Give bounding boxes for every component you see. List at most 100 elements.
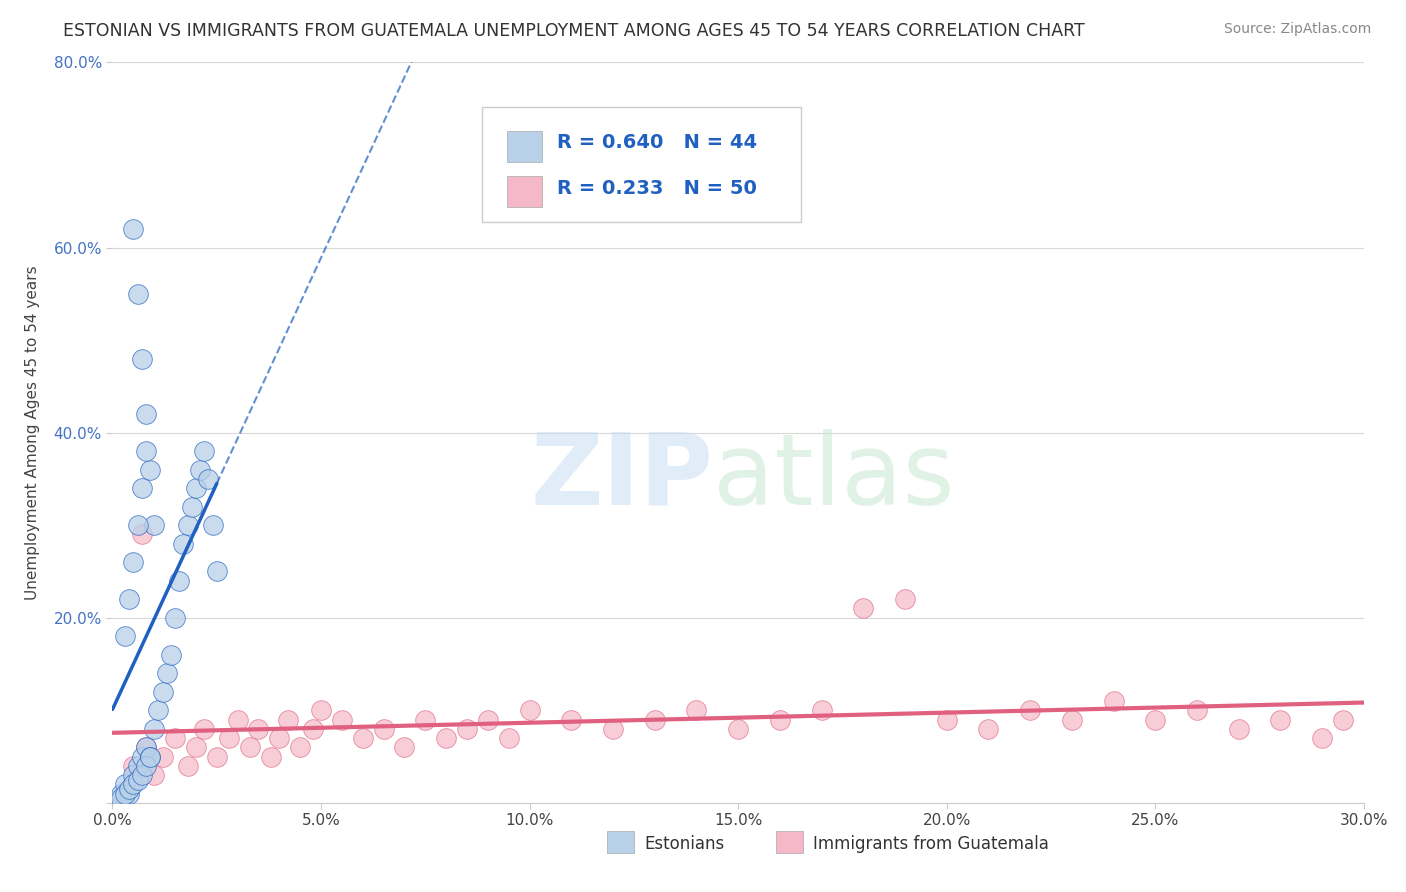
Point — [176, 518, 198, 533]
Point — [644, 713, 666, 727]
Point — [1331, 713, 1354, 727]
Bar — [607, 831, 634, 853]
Point — [167, 574, 190, 588]
Point — [172, 536, 194, 550]
Point — [1270, 713, 1292, 727]
Point — [413, 713, 436, 727]
Point — [456, 722, 478, 736]
Point — [205, 749, 228, 764]
FancyBboxPatch shape — [482, 107, 801, 221]
Point — [114, 777, 136, 791]
Point — [139, 749, 162, 764]
Text: Estonians: Estonians — [644, 835, 724, 853]
Point — [810, 703, 832, 717]
Point — [477, 713, 499, 727]
Point — [122, 777, 145, 791]
Point — [131, 749, 153, 764]
Point — [560, 713, 582, 727]
Point — [135, 740, 157, 755]
Point — [852, 601, 875, 615]
Point — [127, 286, 149, 301]
Text: R = 0.640   N = 44: R = 0.640 N = 44 — [557, 133, 756, 152]
Point — [143, 768, 166, 782]
Point — [685, 703, 707, 717]
Point — [1310, 731, 1333, 745]
Point — [301, 722, 323, 736]
Point — [135, 407, 157, 421]
Bar — [506, 131, 541, 162]
Point — [894, 592, 917, 607]
Point — [247, 722, 270, 736]
Point — [197, 472, 219, 486]
Point — [156, 666, 179, 681]
Point — [152, 685, 174, 699]
Point — [218, 731, 240, 745]
Text: ZIP: ZIP — [530, 428, 713, 525]
Point — [135, 758, 157, 772]
Point — [184, 481, 207, 495]
Point — [122, 222, 145, 236]
Point — [188, 462, 211, 476]
Point — [519, 703, 541, 717]
Point — [184, 740, 207, 755]
Text: R = 0.233   N = 50: R = 0.233 N = 50 — [557, 178, 756, 198]
Bar — [776, 831, 803, 853]
Point — [205, 565, 228, 579]
Point — [127, 518, 149, 533]
Point — [110, 791, 132, 805]
Point — [127, 758, 149, 772]
Y-axis label: Unemployment Among Ages 45 to 54 years: Unemployment Among Ages 45 to 54 years — [25, 265, 39, 600]
Point — [114, 629, 136, 643]
Point — [309, 703, 332, 717]
Point — [139, 749, 162, 764]
Point — [193, 722, 215, 736]
Point — [434, 731, 457, 745]
Point — [226, 713, 249, 727]
Point — [118, 787, 141, 801]
Point — [602, 722, 624, 736]
Point — [127, 772, 149, 787]
Point — [1144, 713, 1167, 727]
Point — [122, 758, 145, 772]
Point — [131, 768, 153, 782]
Point — [180, 500, 202, 514]
Text: Source: ZipAtlas.com: Source: ZipAtlas.com — [1223, 22, 1371, 37]
Point — [131, 481, 153, 495]
Point — [118, 781, 141, 796]
Point — [727, 722, 749, 736]
Point — [239, 740, 262, 755]
Point — [1102, 694, 1125, 708]
Point — [1185, 703, 1208, 717]
Point — [148, 703, 170, 717]
Point — [118, 592, 141, 607]
Point — [201, 518, 224, 533]
Point — [277, 713, 299, 727]
Point — [152, 749, 174, 764]
Point — [143, 518, 166, 533]
Point — [769, 713, 792, 727]
Point — [394, 740, 416, 755]
Bar — [506, 176, 541, 207]
Point — [330, 713, 353, 727]
Point — [1060, 713, 1083, 727]
Point — [131, 351, 153, 366]
Point — [139, 462, 162, 476]
Point — [114, 787, 136, 801]
Point — [1019, 703, 1042, 717]
Point — [290, 740, 312, 755]
Point — [1227, 722, 1250, 736]
Point — [352, 731, 374, 745]
Point — [160, 648, 183, 662]
Point — [122, 555, 145, 569]
Point — [935, 713, 957, 727]
Point — [269, 731, 291, 745]
Point — [163, 731, 186, 745]
Point — [498, 731, 520, 745]
Point — [977, 722, 1000, 736]
Point — [122, 768, 145, 782]
Point — [163, 610, 186, 624]
Text: Immigrants from Guatemala: Immigrants from Guatemala — [813, 835, 1049, 853]
Point — [176, 758, 198, 772]
Point — [135, 444, 157, 458]
Point — [110, 787, 132, 801]
